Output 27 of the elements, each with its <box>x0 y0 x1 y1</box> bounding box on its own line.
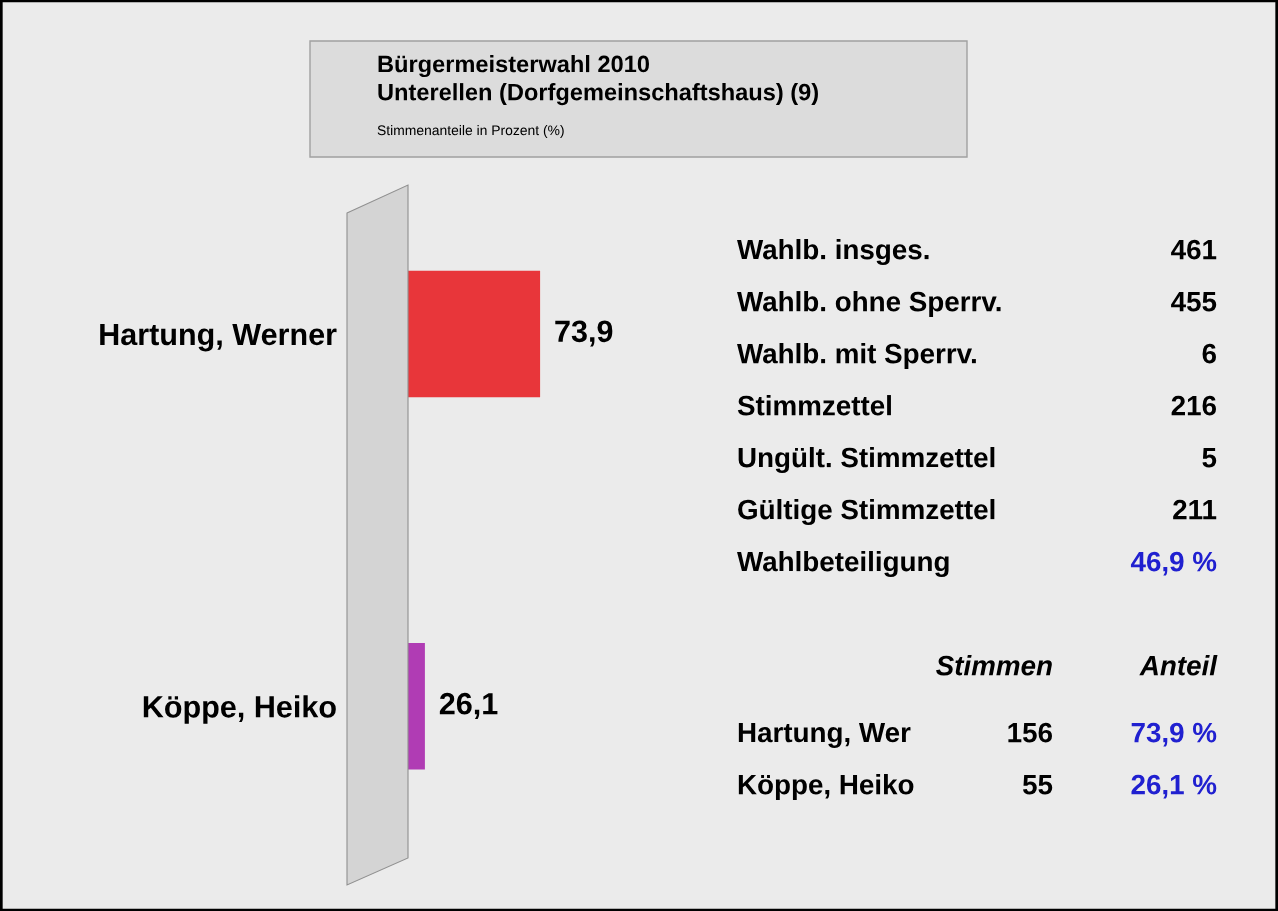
data-label: 26,1 <box>439 692 498 719</box>
text: Ungült. Stimmzettel <box>738 446 995 474</box>
text: 55 <box>1022 775 1053 795</box>
data-label: 73,9 <box>555 320 613 347</box>
text: Stimmen <box>936 655 1052 676</box>
text: 73,9 % <box>1131 722 1217 747</box>
text: 455 <box>1171 292 1217 312</box>
text: Wahlb. ohne Sperrv. <box>737 291 1001 317</box>
text: Wahlb. insges. <box>737 238 929 266</box>
text: Stimmzettel <box>737 395 891 416</box>
text: 156 <box>1008 722 1052 743</box>
text: 46,9 % <box>1130 551 1217 576</box>
text: 26,1 % <box>1131 774 1217 799</box>
text: Anteil <box>1139 655 1218 676</box>
text: 461 <box>1171 239 1217 260</box>
text: Köppe, Heiko <box>738 774 914 800</box>
text: 5 <box>1202 448 1217 468</box>
y-tick-label: Hartung, Werner <box>100 323 337 352</box>
text: Wahlb. mit Sperrv. <box>737 343 976 369</box>
text: Hartung, Wer <box>738 722 911 748</box>
text: Wahlbeteiligung <box>737 550 949 578</box>
text: 6 <box>1202 343 1216 364</box>
text: 211 <box>1173 499 1217 520</box>
text: Gültige Stimmzettel <box>738 498 995 526</box>
text: Bürgermeisterwahl 2010 Unterellen (Dorfgemeinschaftshaus) (9) <box>378 55 818 106</box>
chart-subtitle: Stimmenanteile in Prozent (%) <box>377 125 564 138</box>
text: 216 <box>1171 395 1216 416</box>
